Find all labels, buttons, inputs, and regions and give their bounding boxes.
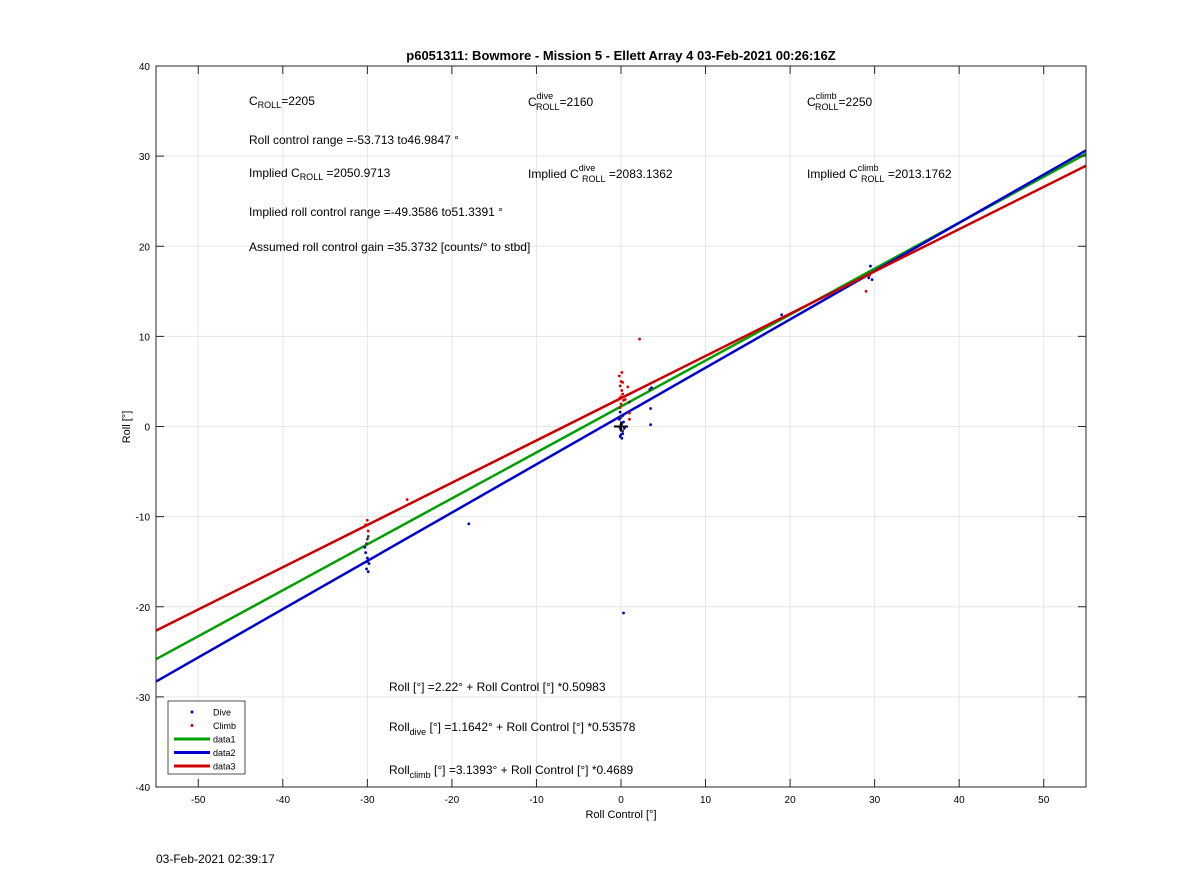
legend-marker bbox=[190, 724, 194, 727]
point-climb bbox=[365, 518, 369, 522]
point-other bbox=[628, 400, 631, 404]
point-dive bbox=[650, 386, 653, 390]
y-tick-label: -30 bbox=[136, 693, 151, 704]
x-tick-label: 50 bbox=[1038, 795, 1050, 806]
point-dive bbox=[622, 420, 625, 424]
y-tick-label: 0 bbox=[144, 423, 150, 434]
c-roll-dive-annotation: Cdive ROLL=2160 bbox=[528, 91, 594, 112]
point-climb bbox=[619, 402, 623, 406]
footer-timestamp: 03-Feb-2021 02:39:17 bbox=[156, 852, 275, 866]
y-tick-label: 20 bbox=[139, 242, 151, 253]
y-tick-label: 30 bbox=[139, 152, 151, 163]
point-dive bbox=[365, 560, 369, 564]
y-tick-label: -40 bbox=[136, 783, 151, 794]
legend-label: data2 bbox=[213, 748, 236, 758]
point-climb bbox=[621, 392, 625, 396]
point-other bbox=[366, 535, 370, 538]
point-other bbox=[619, 416, 623, 419]
legend-label: data1 bbox=[213, 735, 236, 745]
point-climb bbox=[619, 395, 623, 399]
roll-control-range-annotation: Roll control range =-53.713 to46.9847 ° bbox=[249, 133, 459, 147]
c-roll-annotation: CROLL=2205 bbox=[249, 94, 315, 110]
x-tick-label: -20 bbox=[445, 795, 460, 806]
x-tick-label: 40 bbox=[954, 795, 966, 806]
point-dive bbox=[619, 433, 623, 437]
x-tick-label: 0 bbox=[618, 795, 624, 806]
chart-title: p6051311: Bowmore - Mission 5 - Ellett A… bbox=[406, 48, 835, 63]
point-dive bbox=[869, 264, 872, 268]
point-dive bbox=[870, 278, 874, 281]
legend-label: Climb bbox=[213, 721, 236, 731]
point-other bbox=[365, 542, 368, 546]
point-climb bbox=[626, 385, 630, 389]
x-tick-label: 30 bbox=[869, 795, 881, 806]
point-dive bbox=[649, 423, 652, 427]
point-climb bbox=[628, 411, 631, 415]
point-dive bbox=[649, 407, 652, 410]
point-dive bbox=[780, 313, 784, 317]
y-tick-label: -20 bbox=[136, 603, 151, 614]
gain-annotation: Assumed roll control gain =35.3732 [coun… bbox=[249, 240, 530, 254]
point-climb bbox=[868, 273, 871, 277]
legend: Dive Climb data1 data2 data3 bbox=[167, 700, 246, 775]
roll-chart: -50 -40 -30 -20 -10 0 10 20 30 40 50 -40 -30 -20 -10 0 1… bbox=[121, 48, 1087, 821]
point-other bbox=[648, 388, 652, 391]
implied-c-climb-annotation: Implied Cclimb ROLL =2013.1762 bbox=[807, 163, 952, 184]
y-tick-label: 10 bbox=[139, 332, 151, 343]
point-climb bbox=[364, 523, 368, 527]
legend-label: data3 bbox=[213, 762, 236, 772]
point-climb bbox=[638, 337, 641, 341]
data-points bbox=[363, 264, 874, 615]
point-climb bbox=[623, 398, 627, 401]
point-climb bbox=[620, 371, 624, 374]
point-climb bbox=[617, 397, 621, 400]
point-dive bbox=[622, 426, 626, 430]
point-dive bbox=[622, 611, 625, 615]
point-climb bbox=[621, 380, 625, 384]
point-dive bbox=[366, 570, 370, 574]
point-other bbox=[365, 537, 369, 541]
point-dive bbox=[618, 410, 622, 414]
x-axis-label: Roll Control [°] bbox=[585, 809, 656, 821]
point-climb bbox=[405, 498, 409, 501]
point-dive bbox=[467, 522, 471, 526]
point-climb bbox=[618, 406, 622, 409]
y-axis-label: Roll [°] bbox=[121, 411, 133, 444]
point-climb bbox=[864, 289, 868, 293]
axis-ticks: -50 -40 -30 -20 -10 0 10 20 30 40 50 -40 -30 -20 -10 0 1… bbox=[136, 62, 1086, 806]
point-climb bbox=[628, 417, 631, 421]
x-tick-label: -50 bbox=[191, 795, 206, 806]
point-climb bbox=[620, 389, 624, 392]
x-tick-label: -30 bbox=[360, 795, 375, 806]
implied-c-roll-annotation: Implied CROLL =2050.9713 bbox=[249, 166, 391, 182]
point-climb bbox=[366, 529, 370, 533]
y-tick-label: 40 bbox=[139, 62, 151, 73]
c-roll-climb-annotation: Cclimb ROLL=2250 bbox=[807, 91, 873, 112]
point-climb bbox=[618, 384, 622, 388]
equation-all: Roll [°] =2.22° + Roll Control [°] *0.50… bbox=[389, 680, 606, 694]
x-tick-label: -10 bbox=[529, 795, 544, 806]
equation-dive: Rolldive [°] =1.1642° + Roll Control [°]… bbox=[389, 720, 636, 737]
fit-line-data3 bbox=[155, 164, 1087, 632]
fit-line-data2 bbox=[155, 149, 1087, 683]
point-dive bbox=[365, 556, 369, 560]
point-climb bbox=[617, 374, 621, 378]
legend-label: Dive bbox=[213, 708, 231, 718]
y-tick-label: -10 bbox=[136, 513, 151, 524]
point-dive bbox=[621, 414, 625, 418]
point-dive bbox=[364, 551, 368, 555]
point-dive bbox=[365, 567, 368, 571]
implied-c-dive-annotation: Implied Cdive ROLL =2083.1362 bbox=[528, 163, 673, 184]
x-tick-label: 20 bbox=[785, 795, 797, 806]
point-dive bbox=[617, 417, 621, 421]
point-dive bbox=[367, 562, 371, 565]
point-dive bbox=[363, 545, 367, 549]
equation-climb: Rollclimb [°] =3.1393° + Roll Control [°… bbox=[389, 763, 634, 780]
x-tick-label: -40 bbox=[276, 795, 291, 806]
x-tick-label: 10 bbox=[700, 795, 712, 806]
implied-range-annotation: Implied roll control range =-49.3586 to5… bbox=[249, 205, 503, 219]
point-dive bbox=[620, 436, 624, 440]
legend-marker bbox=[190, 710, 194, 714]
point-dive bbox=[867, 276, 871, 280]
